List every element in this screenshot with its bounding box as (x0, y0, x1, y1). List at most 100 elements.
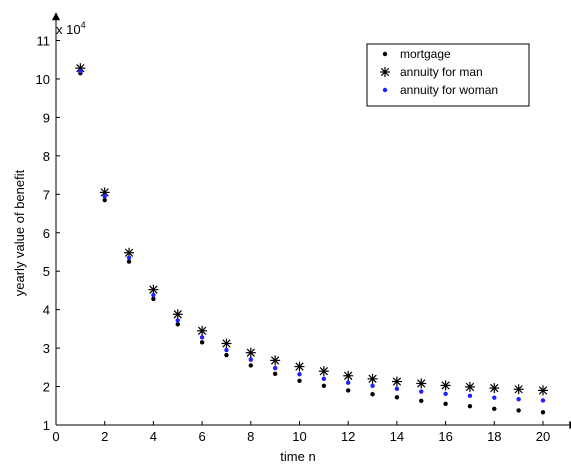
x-tick-label: 18 (487, 429, 501, 444)
exponent-power: 4 (81, 20, 86, 30)
y-tick-label: 5 (43, 264, 50, 279)
data-point (467, 403, 473, 409)
data-point (538, 385, 548, 396)
data-point (367, 373, 378, 384)
data-point (318, 366, 329, 377)
data-point (151, 296, 156, 302)
y-tick-label: 9 (43, 110, 50, 125)
data-point (248, 357, 253, 362)
data-point (297, 378, 302, 383)
y-tick-label: 4 (43, 303, 50, 318)
data-point (197, 325, 208, 336)
x-axis-label: time n (280, 449, 315, 464)
data-point (513, 384, 524, 395)
data-point (346, 388, 351, 393)
data-point (370, 383, 375, 388)
legend-label: annuity for man (400, 65, 483, 79)
legend: mortgage annuity for man annuity for woman (366, 43, 530, 107)
data-point (78, 69, 83, 74)
data-point (489, 383, 500, 394)
data-point (126, 259, 132, 264)
data-point (391, 376, 402, 387)
data-point (294, 361, 305, 372)
plot-area (75, 63, 548, 415)
x-tick-label: 20 (536, 429, 550, 444)
y-tick-label: 8 (43, 149, 50, 164)
data-point (224, 347, 229, 353)
legend-label: annuity for woman (400, 83, 498, 97)
data-point (272, 365, 278, 371)
data-point (467, 393, 473, 398)
data-point (394, 395, 400, 400)
data-point (199, 340, 205, 345)
x-tick-label: 0 (52, 429, 59, 444)
y-tick-label: 2 (43, 380, 50, 395)
data-point (540, 398, 546, 403)
data-point (440, 380, 451, 391)
legend-marker (382, 51, 388, 57)
data-point (321, 376, 327, 382)
y-axis-label: yearly value of benefit (12, 169, 27, 296)
data-point (102, 194, 107, 199)
data-point (151, 292, 156, 298)
data-point (148, 284, 159, 295)
data-point (419, 398, 424, 403)
data-point (343, 370, 354, 381)
data-point (224, 352, 229, 358)
x-tick-label: 14 (390, 429, 404, 444)
data-point (443, 391, 448, 397)
data-point (370, 392, 375, 397)
y-tick-label: 11 (37, 34, 51, 49)
legend-label: mortgage (400, 47, 451, 61)
data-point (492, 406, 497, 412)
legend-box (366, 43, 530, 107)
series-annuity-for-man (75, 63, 548, 396)
data-point (464, 381, 475, 392)
x-tick-label: 4 (150, 429, 157, 444)
data-point (443, 401, 448, 407)
y-axis-arrow (52, 12, 60, 21)
data-point (346, 380, 351, 385)
series-mortgage (78, 70, 546, 415)
data-point (126, 255, 132, 260)
data-point (540, 410, 546, 415)
x-tick-label: 2 (101, 429, 108, 444)
y-tick-label: 3 (43, 341, 50, 356)
data-point (175, 322, 180, 327)
data-point (419, 389, 424, 394)
exponent-label: x 104 (56, 20, 86, 37)
axes (52, 12, 571, 429)
data-point (99, 187, 110, 198)
data-point (248, 363, 253, 368)
data-point (199, 335, 205, 340)
data-point (297, 372, 302, 377)
y-tick-label: 6 (43, 226, 50, 241)
data-point (175, 318, 180, 323)
x-tick-label: 16 (438, 429, 452, 444)
data-point (102, 197, 107, 203)
y-ticks: 1 2 3 4 5 6 7 8 9 10 11 (36, 34, 60, 433)
y-tick-label: 10 (36, 72, 50, 87)
data-point (394, 386, 400, 392)
data-point (221, 338, 232, 349)
data-point (270, 355, 281, 366)
data-point (321, 383, 327, 388)
x-ticks: 0 2 4 6 8 10 12 14 16 18 20 (52, 421, 550, 444)
data-point (516, 408, 521, 413)
data-point (516, 397, 521, 402)
legend-marker (380, 67, 390, 77)
x-tick-label: 6 (198, 429, 205, 444)
x-tick-label: 8 (247, 429, 254, 444)
data-point (172, 309, 183, 320)
x-tick-label: 12 (341, 429, 355, 444)
legend-marker (382, 87, 388, 93)
y-tick-label: 7 (43, 187, 50, 202)
data-point (245, 347, 256, 358)
y-tick-label: 1 (43, 418, 50, 433)
data-point (492, 395, 497, 400)
x-tick-label: 10 (292, 429, 306, 444)
series-annuity-for-woman (78, 69, 546, 403)
data-point (416, 378, 427, 389)
data-point (272, 371, 278, 377)
